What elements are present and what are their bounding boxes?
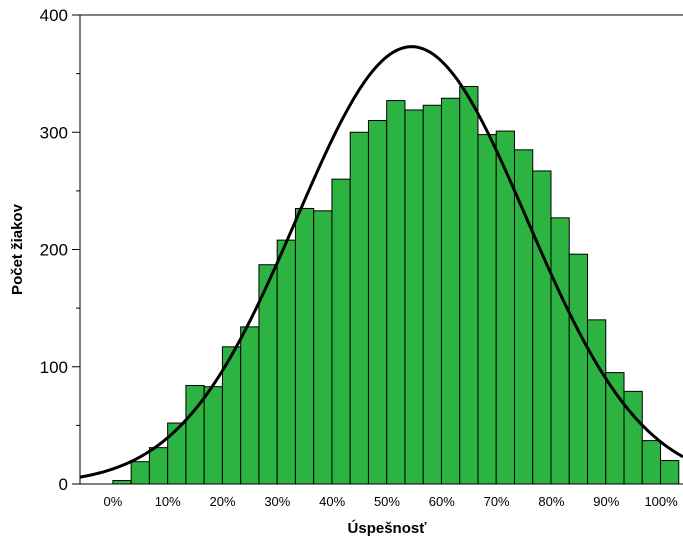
x-tick-label: 60%: [429, 494, 455, 509]
normal-curve: [79, 45, 683, 479]
histogram-bar: [660, 460, 680, 485]
y-tick-label: 0: [59, 475, 68, 494]
histogram-bar: [532, 170, 552, 485]
bars-group: [112, 86, 680, 485]
histogram-bar: [112, 479, 132, 485]
histogram-bar: [148, 447, 169, 485]
y-tick-label: 300: [40, 123, 68, 142]
histogram-bar: [440, 97, 461, 485]
histogram-bar: [550, 217, 570, 485]
x-tick-label: 80%: [538, 494, 564, 509]
histogram-bar: [240, 326, 260, 485]
histogram-bar: [459, 86, 479, 485]
x-tick-label: 90%: [593, 494, 619, 509]
histogram-bar: [587, 319, 607, 485]
y-tick-label: 200: [40, 241, 68, 260]
y-tick-label: 100: [40, 358, 68, 377]
histogram-bar: [367, 120, 388, 485]
histogram-bar: [130, 461, 150, 485]
y-axis-title: Počet žiakov: [9, 203, 26, 295]
histogram-bar: [386, 100, 406, 485]
x-tick-label: 40%: [319, 494, 345, 509]
histogram-bar: [605, 372, 625, 485]
histogram-bar: [404, 109, 424, 485]
x-axis-ticks: 0% 10% 20% 30% 40% 50% 60% 70% 80% 90% 100%: [103, 494, 678, 509]
histogram-bar: [349, 131, 369, 485]
histogram-bar: [276, 239, 296, 485]
histogram-bar: [203, 386, 223, 485]
x-tick-label: 100%: [644, 494, 678, 509]
histogram-bar: [294, 207, 315, 485]
x-axis-title: Úspešnosť: [348, 519, 428, 537]
x-tick-label: 70%: [484, 494, 510, 509]
x-tick-label: 10%: [155, 494, 181, 509]
x-tick-label: 50%: [374, 494, 400, 509]
histogram-bar: [641, 440, 662, 485]
histogram-bar: [623, 390, 643, 485]
histogram-bar: [477, 134, 497, 485]
histogram-bar: [422, 104, 442, 485]
x-tick-label: 0%: [103, 494, 122, 509]
y-axis-ticks: 0 100 200 300 400: [40, 6, 80, 494]
histogram-bar: [331, 178, 351, 485]
x-tick-label: 20%: [210, 494, 236, 509]
histogram-bar: [568, 253, 588, 485]
histogram-bar: [313, 210, 333, 485]
x-tick-label: 30%: [264, 494, 290, 509]
histogram-bar: [167, 422, 187, 485]
y-tick-label: 400: [40, 6, 68, 25]
